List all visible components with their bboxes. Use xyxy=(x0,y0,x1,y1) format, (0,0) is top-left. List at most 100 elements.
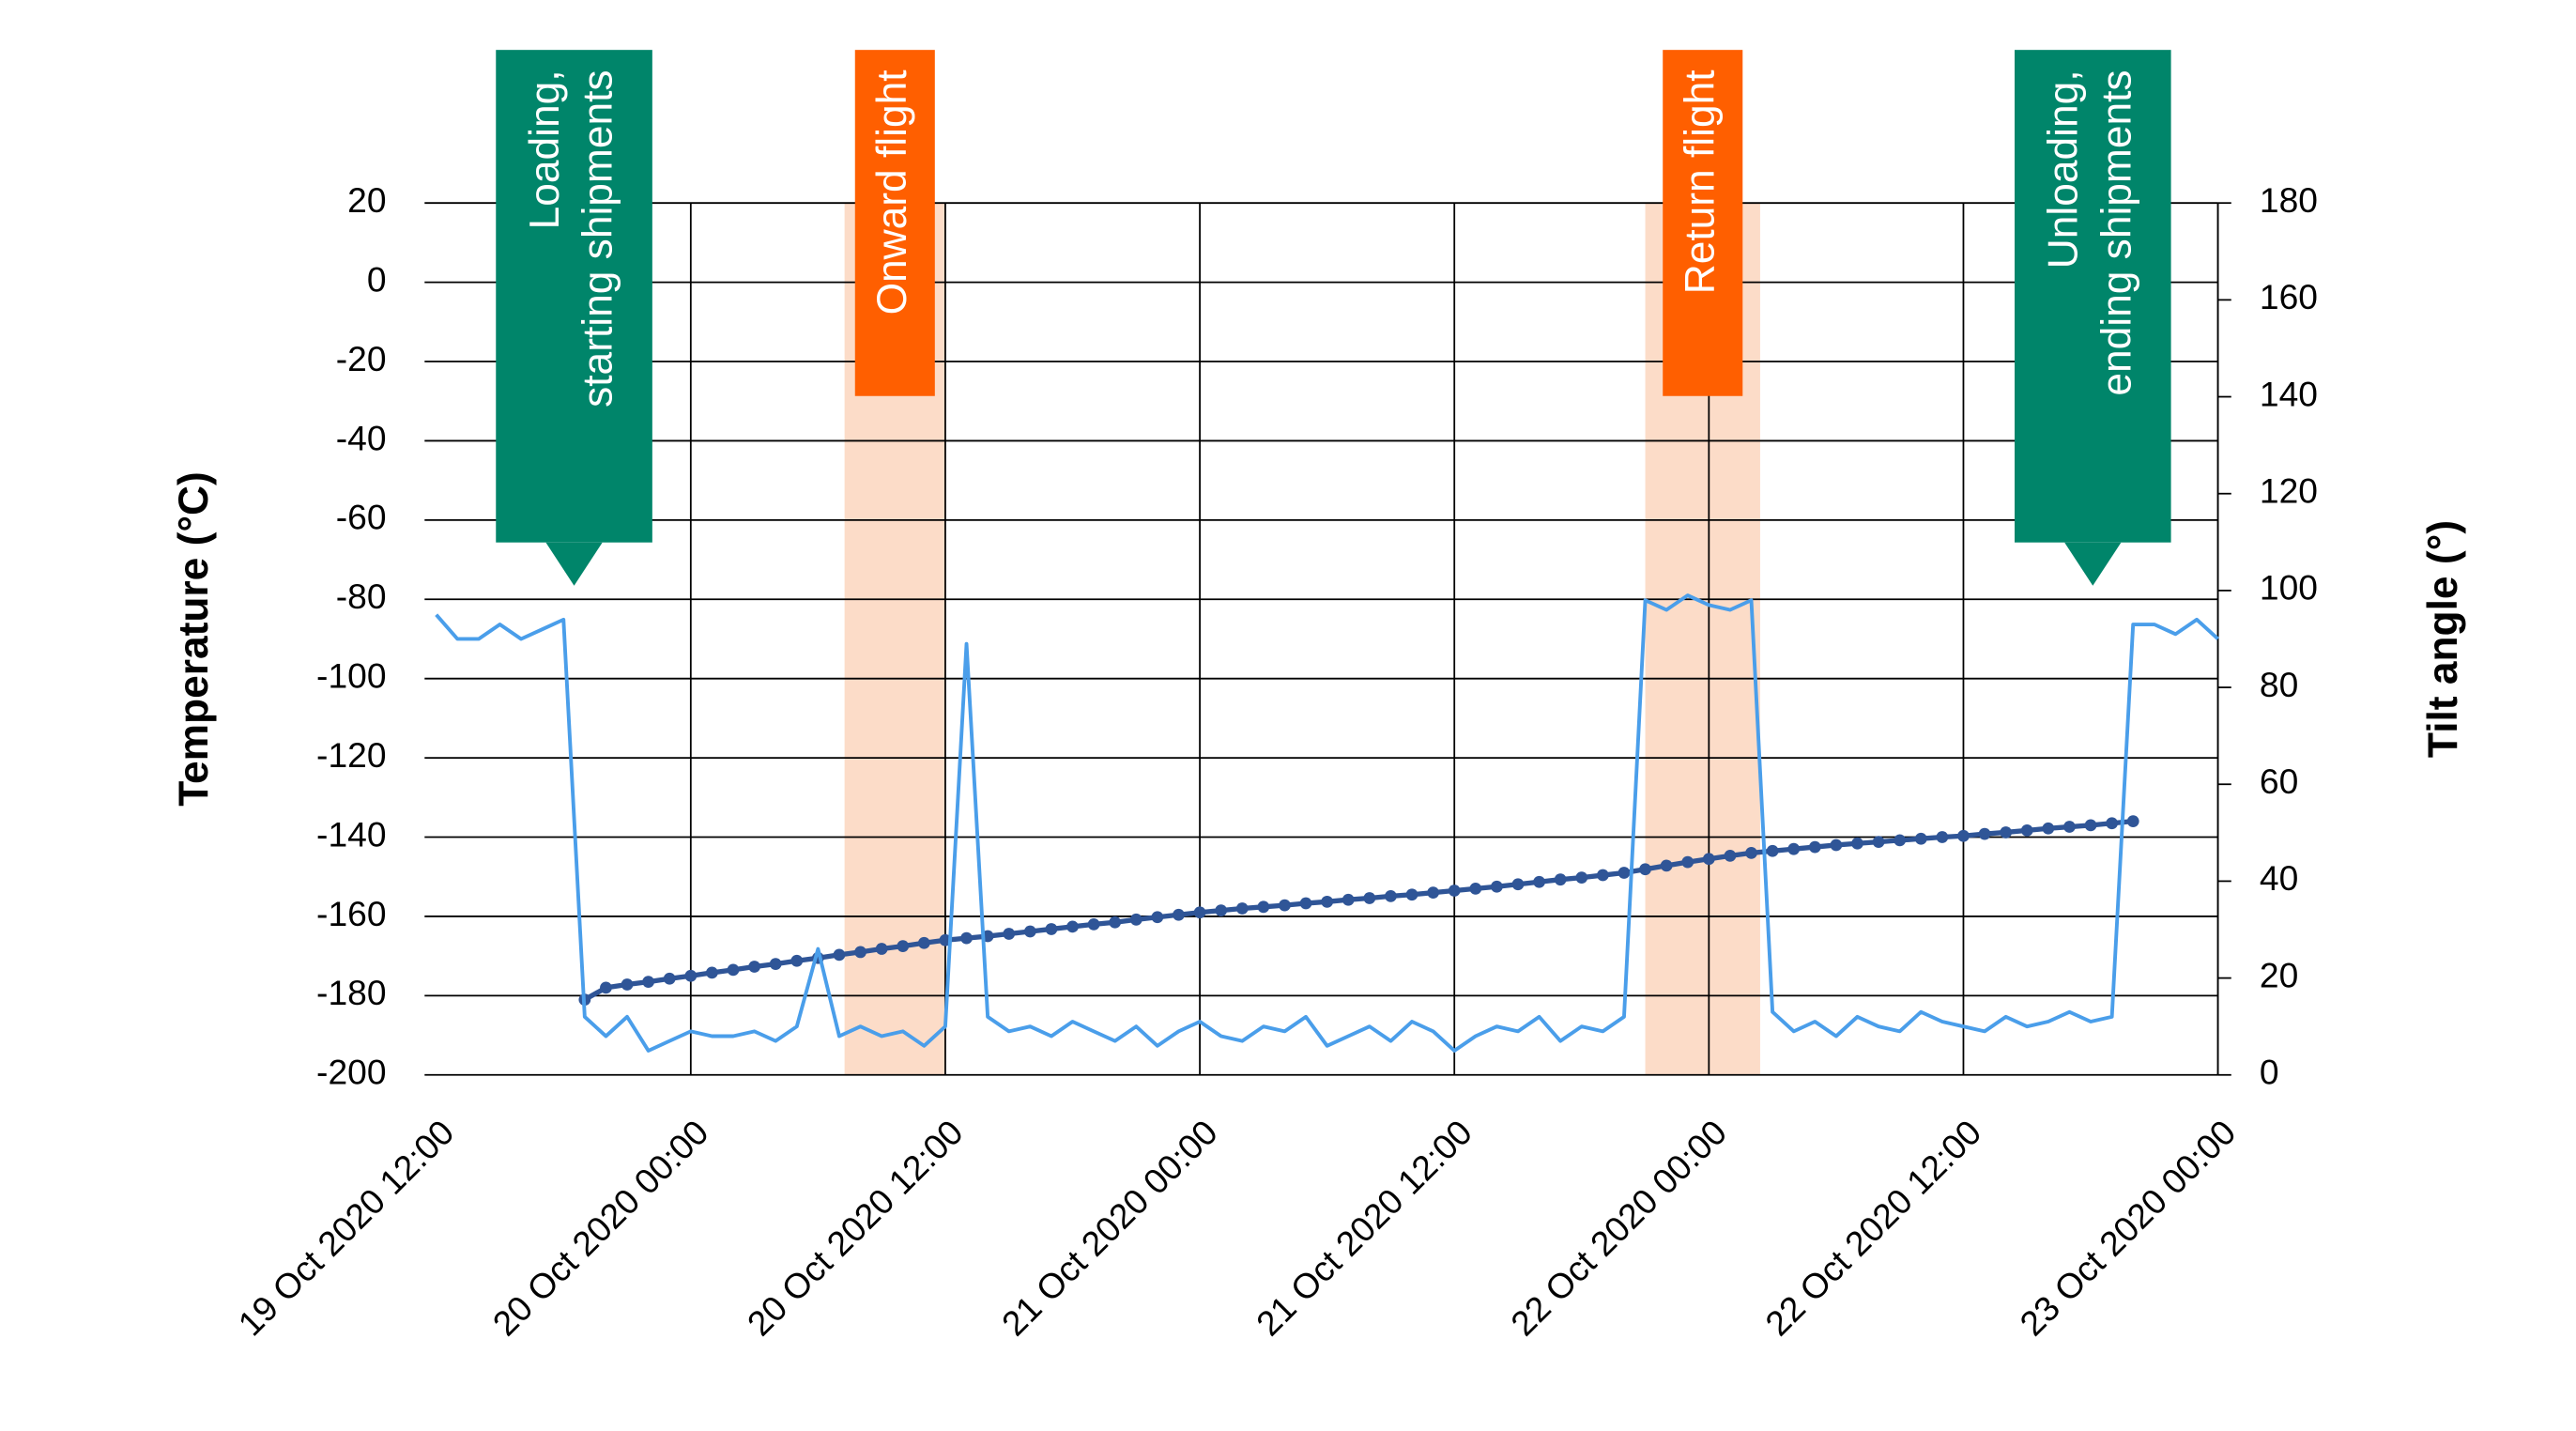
x-tick-label: 23 Oct 2020 00:00 xyxy=(2012,1112,2243,1343)
data-point xyxy=(1787,842,1801,855)
data-point xyxy=(1894,834,1907,847)
band-box xyxy=(1663,50,1743,396)
data-point xyxy=(1808,840,1821,854)
data-point xyxy=(684,969,698,982)
y2-tick-label: 140 xyxy=(2260,374,2318,413)
data-point xyxy=(2084,819,2097,832)
y-tick-label: -200 xyxy=(316,1053,386,1092)
y-tick-label: -140 xyxy=(316,814,386,854)
x-tick-label: 20 Oct 2020 00:00 xyxy=(484,1112,715,1343)
data-point xyxy=(642,976,655,988)
y2-tick-label: 40 xyxy=(2260,858,2298,898)
data-point xyxy=(2126,815,2139,828)
data-point xyxy=(727,963,740,977)
data-point xyxy=(1872,836,1885,848)
data-point xyxy=(621,978,634,991)
y2-tick-label: 120 xyxy=(2260,471,2318,511)
data-point xyxy=(1321,895,1334,908)
data-point xyxy=(1554,873,1567,886)
callout-box xyxy=(2015,50,2171,543)
y-tick-label: -40 xyxy=(336,418,387,457)
x-tick-label: 21 Oct 2020 00:00 xyxy=(994,1112,1225,1343)
y-tick-label: -60 xyxy=(336,498,387,537)
data-point xyxy=(1087,918,1100,931)
data-point xyxy=(854,946,866,959)
data-point xyxy=(1575,871,1588,884)
data-point xyxy=(1215,904,1228,916)
data-point xyxy=(1405,888,1418,901)
y-tick-label: -100 xyxy=(316,656,386,696)
data-point xyxy=(1724,849,1737,862)
data-point xyxy=(663,972,676,985)
data-point xyxy=(1639,863,1651,876)
x-tick-label: 22 Oct 2020 12:00 xyxy=(1757,1112,1988,1343)
x-tick-label: 21 Oct 2020 12:00 xyxy=(1249,1112,1480,1343)
data-point xyxy=(1978,827,1991,840)
y2-tick-label: 100 xyxy=(2260,568,2318,608)
grid-layer xyxy=(424,202,2231,1076)
data-point xyxy=(1129,913,1142,926)
annotation-text: Loading, xyxy=(522,69,568,229)
y-tick-label: -20 xyxy=(336,339,387,378)
data-point xyxy=(833,948,846,962)
data-point xyxy=(1193,906,1206,919)
data-point xyxy=(2000,826,2013,839)
annotation-text: Onward flight xyxy=(869,69,915,315)
y2-tick-label: 20 xyxy=(2260,955,2298,994)
data-point xyxy=(1173,908,1185,921)
callout-box xyxy=(496,50,652,543)
y-tick-label: -180 xyxy=(316,973,386,1012)
y2-axis-title: Tilt angle (°) xyxy=(2420,520,2466,758)
data-point xyxy=(1914,832,1927,845)
data-point xyxy=(1427,886,1439,899)
data-point xyxy=(1109,916,1122,929)
data-point xyxy=(1045,923,1058,935)
data-point xyxy=(1702,853,1715,866)
y-axis-title: Temperature (°C) xyxy=(171,471,217,807)
y2-tick-label: 60 xyxy=(2260,762,2298,801)
data-point xyxy=(2106,817,2119,830)
data-point xyxy=(769,958,782,970)
data-point xyxy=(875,943,888,955)
y-tick-label: 0 xyxy=(367,259,387,299)
data-point xyxy=(1681,855,1694,869)
data-point xyxy=(1533,875,1545,888)
data-point xyxy=(1766,844,1779,857)
x-tick-label: 22 Oct 2020 00:00 xyxy=(1503,1112,1734,1343)
lines-layer xyxy=(435,593,2219,1053)
data-point xyxy=(1830,839,1843,852)
data-point xyxy=(1003,928,1016,940)
data-point xyxy=(1448,885,1461,897)
y-tick-label: -120 xyxy=(316,735,386,775)
band-box xyxy=(854,50,935,396)
y2-tick-label: 180 xyxy=(2260,180,2318,220)
data-point xyxy=(897,940,910,952)
data-point xyxy=(1023,925,1036,938)
data-point xyxy=(1745,847,1757,859)
data-point xyxy=(1957,829,1970,842)
data-point xyxy=(600,981,612,994)
data-point xyxy=(2063,821,2076,833)
data-point xyxy=(1385,890,1397,902)
data-point xyxy=(1469,883,1482,895)
data-point xyxy=(1363,892,1376,904)
data-point xyxy=(2020,823,2033,837)
y-tick-label: -80 xyxy=(336,577,387,616)
x-tick-label: 20 Oct 2020 12:00 xyxy=(740,1112,971,1343)
data-point xyxy=(2042,822,2055,835)
data-point xyxy=(960,931,973,945)
series-line xyxy=(435,593,2219,1053)
y2-tick-label: 0 xyxy=(2260,1053,2279,1092)
y-tick-label: 20 xyxy=(347,180,386,220)
y-tick-label: -160 xyxy=(316,894,386,933)
data-point xyxy=(1279,899,1291,912)
callout-pointer xyxy=(545,542,603,586)
annotation-text: starting shipments xyxy=(575,69,621,407)
data-point xyxy=(1257,900,1270,914)
data-point xyxy=(1342,893,1355,906)
y2-tick-label: 80 xyxy=(2260,665,2298,704)
data-point xyxy=(1491,880,1503,893)
data-point xyxy=(1936,831,1949,843)
